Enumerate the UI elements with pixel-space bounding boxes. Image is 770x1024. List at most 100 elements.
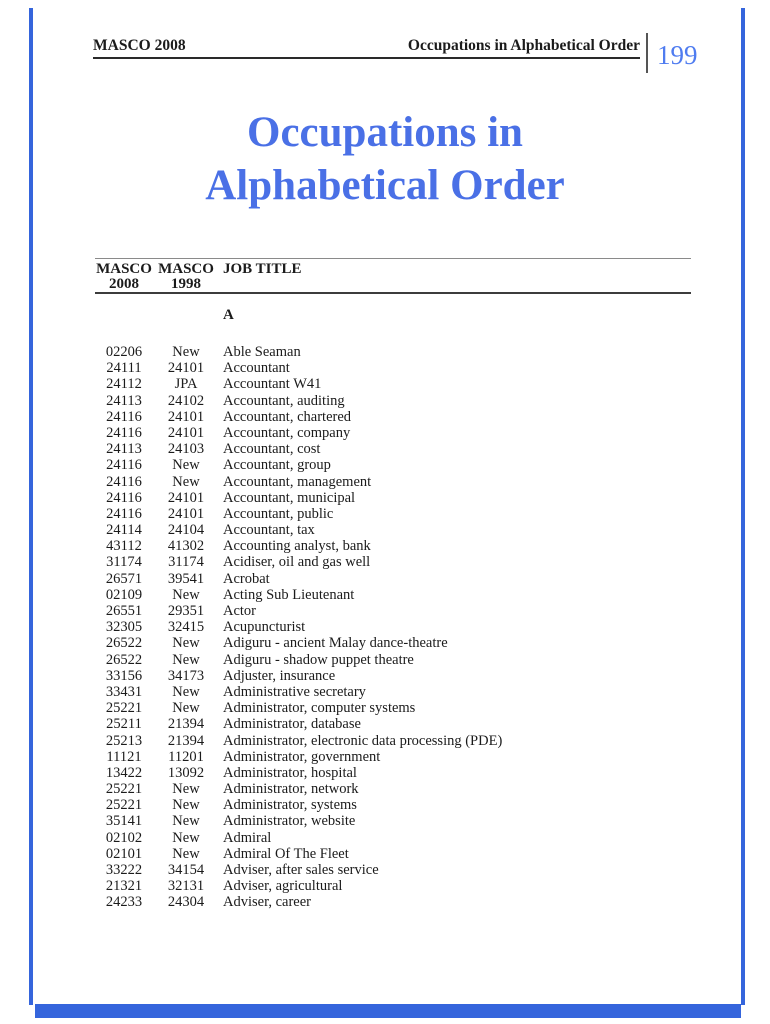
masco-1998-code: New: [172, 781, 200, 798]
masco-2008-code: 25221: [105, 700, 143, 717]
masco-2008-code: 26571: [105, 570, 143, 587]
masco-2008-code: 24116: [106, 473, 142, 490]
masco-2008-code: 33156: [105, 667, 143, 684]
table-row: 11121 11201 Administrator, government: [95, 749, 691, 765]
job-title: Admiral: [223, 829, 272, 846]
section-letter: A: [223, 307, 234, 323]
masco-2008-code: 24112: [106, 376, 142, 393]
masco-1998-code: New: [172, 829, 200, 846]
masco-2008-code: 24116: [106, 457, 142, 474]
table-row: 02102 New Admiral: [95, 830, 691, 846]
column-header-masco-1998: MASCO 1998: [158, 261, 214, 292]
masco-1998-code: 21394: [167, 716, 205, 733]
masco-2008-code: 13422: [105, 764, 143, 781]
masco-2008-code: 25213: [105, 732, 143, 749]
table-row: 02206 New Able Seaman: [95, 344, 691, 360]
masco-1998-code: 24304: [167, 894, 205, 911]
table-row: 24116 24101 Accountant, public: [95, 506, 691, 522]
table-row: 35141 New Administrator, website: [95, 813, 691, 829]
job-title: Acrobat: [223, 570, 270, 587]
masco-2008-code: 33222: [105, 862, 143, 878]
job-title: Acting Sub Lieutenant: [223, 586, 355, 603]
masco-1998-code: 24101: [167, 424, 205, 441]
job-title: Actor: [223, 603, 257, 619]
table-row: 25221 New Administrator, network: [95, 781, 691, 797]
job-title: Accountant: [223, 360, 290, 377]
table-body: 02206 New Able Seaman 24111 24101 Accountant 2…: [95, 344, 691, 911]
table-row: 31174 31174 Acidiser, oil and gas well: [95, 554, 691, 570]
job-title: Accountant, public: [223, 505, 334, 522]
masco-2008-code: 24116: [106, 505, 142, 522]
table-row: 24116 24101 Accountant, municipal: [95, 490, 691, 506]
column-header-job-title: JOB TITLE: [223, 261, 302, 277]
job-title: Adjuster, insurance: [223, 667, 336, 684]
masco-2008-code: 02102: [105, 829, 143, 846]
masco-1998-code: 11201: [168, 748, 204, 765]
job-title: Administrator, computer systems: [223, 700, 416, 717]
table-row: 43112 41302 Accounting analyst, bank: [95, 538, 691, 554]
masco-1998-code: 32415: [167, 619, 205, 636]
table-row: 24116 24101 Accountant, company: [95, 425, 691, 441]
masco-2008-code: 24116: [106, 424, 142, 441]
masco-1998-code: 29351: [167, 603, 205, 619]
masco-1998-code: New: [172, 700, 200, 717]
masco-1998-code: New: [172, 586, 200, 603]
table-row: 13422 13092 Administrator, hospital: [95, 765, 691, 781]
job-title: Accountant, chartered: [223, 408, 352, 425]
table-row: 21321 32131 Adviser, agricultural: [95, 878, 691, 894]
page-edge-bottom-mark: [35, 1004, 741, 1018]
masco-1998-code: 34154: [167, 862, 205, 878]
masco-1998-code: 24101: [167, 505, 205, 522]
masco-2008-code: 43112: [106, 538, 142, 555]
masco-1998-code: 24101: [167, 360, 205, 377]
masco-2008-code: 31174: [106, 554, 142, 571]
table-row: 25221 New Administrator, computer systems: [95, 700, 691, 716]
masco-1998-code: 24101: [167, 408, 205, 425]
table-row: 25221 New Administrator, systems: [95, 797, 691, 813]
job-title: Accountant, auditing: [223, 392, 345, 409]
job-title: Accountant, cost: [223, 441, 321, 458]
job-title: Administrative secretary: [223, 683, 366, 700]
masco-2008-code: 02109: [105, 586, 143, 603]
masco-2008-code: 24113: [106, 392, 142, 409]
running-header: MASCO 2008 Occupations in Alphabetical O…: [93, 36, 640, 59]
masco-1998-code: New: [172, 845, 200, 862]
header-left-title: MASCO 2008: [93, 37, 186, 54]
table-row: 32305 32415 Acupuncturist: [95, 619, 691, 635]
page-number: 199: [657, 40, 698, 70]
job-title: Accountant, tax: [223, 522, 315, 539]
table-row: 24112 JPA Accountant W41: [95, 376, 691, 392]
job-title: Adiguru - ancient Malay dance-theatre: [223, 635, 448, 652]
masco-1998-code: 21394: [167, 732, 205, 749]
masco-2008-code: 25221: [105, 797, 143, 814]
masco-2008-code: 02101: [105, 845, 143, 862]
job-title: Administrator, network: [223, 781, 359, 798]
job-title: Accounting analyst, bank: [223, 538, 371, 555]
job-title: Adviser, after sales service: [223, 862, 379, 878]
masco-1998-code: 32131: [167, 878, 205, 895]
masco-2008-code: 26522: [105, 635, 143, 652]
masco-1998-code: 24104: [167, 522, 205, 539]
table-row: 24233 24304 Adviser, career: [95, 894, 691, 910]
table-row: 25213 21394 Administrator, electronic data…: [95, 733, 691, 749]
masco-1998-code: JPA: [174, 376, 198, 393]
job-title: Admiral Of The Fleet: [223, 845, 349, 862]
table-row: 24116 New Accountant, management: [95, 474, 691, 490]
masco-2008-code: 25221: [105, 781, 143, 798]
header-right-title: Occupations in Alphabetical Order: [407, 37, 640, 54]
table-row: 33156 34173 Adjuster, insurance: [95, 668, 691, 684]
job-title: Adiguru - shadow puppet theatre: [223, 651, 414, 668]
masco-2008-code: 21321: [105, 878, 143, 895]
masco-1998-code: 39541: [167, 570, 205, 587]
masco-2008-code: 26551: [105, 603, 143, 619]
masco-1998-code: New: [172, 473, 200, 490]
masco-2008-code: 26522: [105, 651, 143, 668]
job-title: Administrator, hospital: [223, 764, 357, 781]
masco-2008-code: 24113: [106, 441, 142, 458]
job-title: Able Seaman: [223, 344, 301, 360]
masco-1998-code: 41302: [167, 538, 205, 555]
table-row: 26522 New Adiguru - shadow puppet theatre: [95, 652, 691, 668]
masco-2008-code: 24116: [106, 408, 142, 425]
job-title: Acidiser, oil and gas well: [223, 554, 371, 571]
table-row: 26522 New Adiguru - ancient Malay dance-th…: [95, 635, 691, 651]
